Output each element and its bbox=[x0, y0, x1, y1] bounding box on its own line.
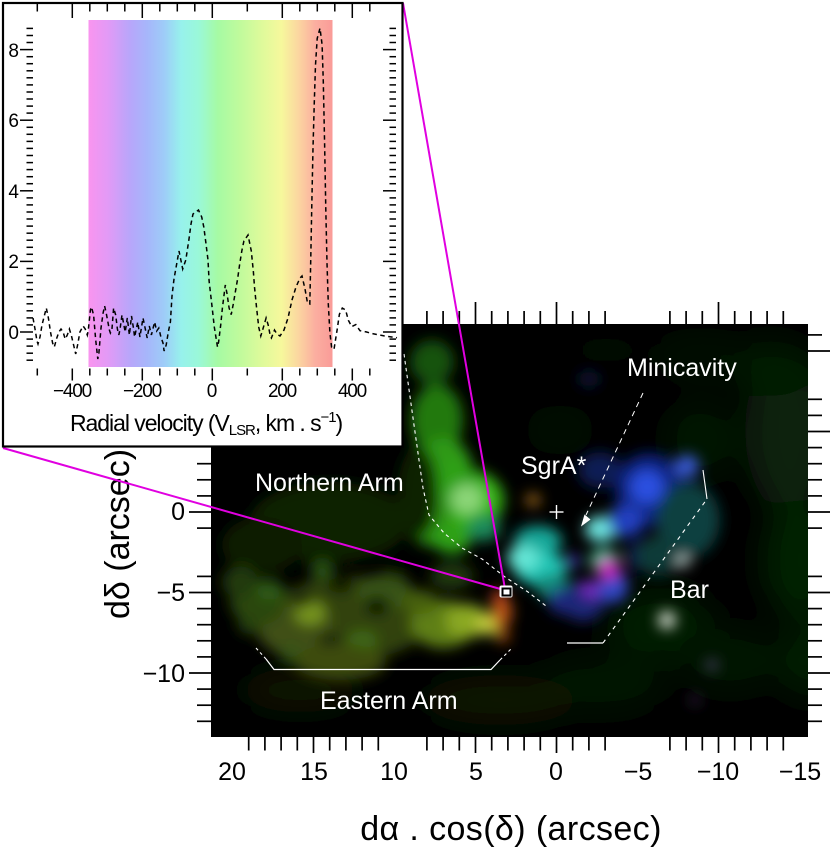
svg-text:0: 0 bbox=[207, 381, 218, 402]
svg-text:Eastern Arm: Eastern Arm bbox=[320, 687, 458, 715]
svg-text:−200: −200 bbox=[123, 381, 162, 402]
svg-text:0: 0 bbox=[8, 323, 19, 344]
svg-text:−15: −15 bbox=[779, 758, 821, 786]
svg-text:400: 400 bbox=[338, 381, 367, 402]
svg-text:−5: −5 bbox=[624, 758, 653, 786]
svg-text:200: 200 bbox=[268, 381, 297, 402]
svg-text:15: 15 bbox=[300, 758, 328, 786]
svg-text:−10: −10 bbox=[143, 660, 185, 688]
svg-text:Bar: Bar bbox=[670, 576, 709, 604]
svg-text:−5: −5 bbox=[156, 579, 185, 607]
svg-text:0: 0 bbox=[171, 498, 185, 526]
svg-text:2: 2 bbox=[8, 252, 19, 273]
svg-text:5: 5 bbox=[469, 758, 483, 786]
svg-text:−10: −10 bbox=[697, 758, 739, 786]
svg-text:0: 0 bbox=[549, 758, 563, 786]
svg-text:dδ (arcsec): dδ (arcsec) bbox=[99, 449, 137, 619]
svg-text:Radial velocity (VLSR, km . s: Radial velocity (VLSR, km . s−1) bbox=[70, 409, 343, 439]
svg-text:10: 10 bbox=[380, 758, 408, 786]
svg-text:4: 4 bbox=[8, 182, 19, 203]
svg-text:20: 20 bbox=[218, 758, 246, 786]
svg-text:8: 8 bbox=[8, 41, 19, 62]
svg-text:6: 6 bbox=[8, 111, 19, 132]
svg-text:dα . cos(δ) (arcsec): dα . cos(δ) (arcsec) bbox=[360, 810, 662, 848]
svg-text:Minicavity: Minicavity bbox=[627, 354, 737, 382]
svg-text:SgrA*: SgrA* bbox=[521, 452, 587, 480]
svg-text:Northern Arm: Northern Arm bbox=[255, 469, 404, 497]
svg-text:−400: −400 bbox=[53, 381, 92, 402]
